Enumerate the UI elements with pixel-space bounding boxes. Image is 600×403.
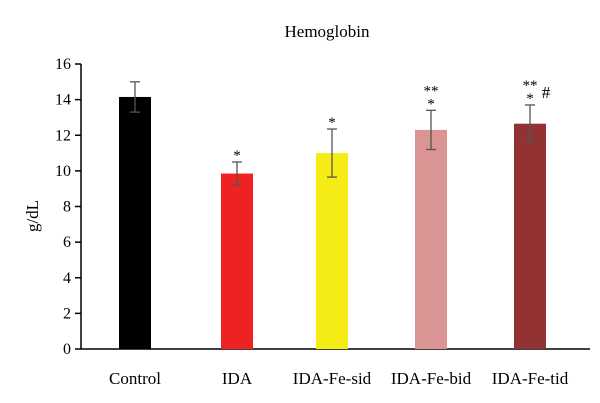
error-bar bbox=[130, 81, 140, 113]
x-tick-label: IDA-Fe-sid bbox=[293, 369, 372, 388]
y-tick-label: 6 bbox=[63, 234, 71, 251]
x-tick-label: IDA-Fe-tid bbox=[492, 369, 569, 388]
error-bars-group bbox=[130, 81, 535, 186]
significance-marker: * bbox=[233, 148, 241, 164]
y-tick-label: 16 bbox=[55, 56, 71, 73]
bar-ida-fe-bid bbox=[415, 129, 447, 349]
error-bar bbox=[426, 109, 436, 151]
bar-ida-fe-sid bbox=[316, 153, 348, 349]
bar-ida bbox=[221, 173, 253, 349]
significance-marker: * bbox=[328, 115, 336, 131]
chart-title: Hemoglobin bbox=[285, 22, 370, 41]
bar-ida-fe-tid bbox=[514, 123, 546, 349]
y-tick-label: 4 bbox=[63, 270, 71, 287]
bar-control bbox=[119, 96, 151, 349]
x-tick-label: Control bbox=[109, 369, 161, 388]
error-bar bbox=[232, 161, 242, 186]
y-tick-label: 12 bbox=[55, 127, 71, 144]
category-labels-group: Control IDA IDA-Fe-sid IDA-Fe-bid IDA-Fe-tid bbox=[109, 369, 569, 388]
significance-marker: ** bbox=[424, 83, 439, 99]
significance-markers-group: ******** # bbox=[233, 78, 551, 164]
y-tick-label: 0 bbox=[63, 341, 71, 358]
bars-group bbox=[119, 96, 546, 349]
axes: 0 2 4 6 8 10 12 14 16 bbox=[55, 56, 590, 358]
significance-marker: * bbox=[526, 91, 534, 107]
y-tick-label: 14 bbox=[55, 92, 71, 109]
y-tick-label: 2 bbox=[63, 305, 71, 322]
y-tick-label: 8 bbox=[63, 199, 71, 216]
significance-marker: ** bbox=[523, 78, 538, 94]
error-bar bbox=[327, 128, 337, 178]
error-bar bbox=[525, 104, 535, 144]
x-tick-label: IDA bbox=[222, 369, 253, 388]
annotation-hash: # bbox=[542, 83, 551, 102]
y-tick-label: 10 bbox=[55, 163, 71, 180]
significance-marker: * bbox=[427, 96, 435, 112]
x-tick-label: IDA-Fe-bid bbox=[391, 369, 472, 388]
y-axis-label: g/dL bbox=[23, 200, 42, 232]
